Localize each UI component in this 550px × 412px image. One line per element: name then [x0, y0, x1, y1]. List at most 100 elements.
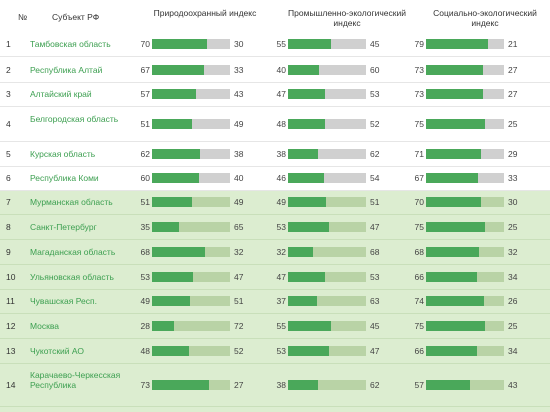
header-name: Субъект РФ	[52, 12, 100, 22]
table-row: 9 Магаданская область 68 32 32 68 68 32	[0, 240, 550, 265]
header-index1: Природоохранный индекс	[153, 8, 257, 18]
bar-track	[152, 39, 230, 49]
region-name[interactable]: Чувашская Респ.	[30, 296, 97, 306]
index-bar-1: 57 43	[136, 89, 254, 99]
bar-track	[426, 39, 504, 49]
region-name[interactable]: Республика Коми	[30, 173, 99, 183]
index-value-left: 48	[276, 119, 286, 129]
bar-fill	[152, 247, 206, 257]
index-value-right: 33	[234, 65, 244, 75]
bar-track	[288, 346, 366, 356]
bar-fill	[152, 321, 174, 331]
index-bar-2: 32 68	[272, 247, 390, 257]
table-row: 13 Чукотский АО 48 52 53 47 66 34	[0, 339, 550, 364]
index-bar-1: 73 27	[136, 380, 254, 390]
index-bar-3: 75 25	[410, 321, 528, 331]
bar-fill	[152, 197, 192, 207]
index-value-left: 79	[414, 39, 424, 49]
region-name[interactable]: Магаданская область	[30, 247, 116, 257]
region-name[interactable]: Курская область	[30, 149, 96, 159]
index-value-right: 52	[234, 346, 244, 356]
region-name[interactable]: Белгородская область	[30, 114, 119, 124]
bar-track	[426, 173, 504, 183]
row-number: 2	[6, 65, 11, 75]
index-value-left: 37	[276, 296, 286, 306]
index-value-right: 27	[508, 65, 518, 75]
index-value-right: 45	[370, 321, 380, 331]
bar-fill	[426, 380, 471, 390]
bar-track	[288, 89, 366, 99]
index-bar-2: 46 54	[272, 173, 390, 183]
bar-track	[152, 321, 230, 331]
region-name[interactable]: Алтайский край	[30, 89, 92, 99]
index-bar-3: 79 21	[410, 39, 528, 49]
index-bar-3: 71 29	[410, 149, 528, 159]
index-bar-3: 68 32	[410, 247, 528, 257]
index-value-left: 67	[414, 173, 424, 183]
bar-fill	[152, 89, 197, 99]
index-value-right: 65	[234, 222, 244, 232]
bar-fill	[152, 346, 190, 356]
bar-track	[426, 247, 504, 257]
index-value-left: 46	[276, 173, 286, 183]
row-number: 7	[6, 197, 11, 207]
region-name[interactable]: Чукотский АО	[30, 346, 84, 356]
index-value-left: 70	[414, 197, 424, 207]
bar-track	[288, 321, 366, 331]
bar-track	[288, 222, 366, 232]
index-value-right: 63	[370, 296, 380, 306]
index-value-right: 47	[234, 272, 244, 282]
region-name[interactable]: Санкт-Петербург	[30, 222, 97, 232]
bar-track	[288, 247, 366, 257]
bar-track	[152, 346, 230, 356]
index-value-left: 66	[414, 346, 424, 356]
index-value-left: 32	[276, 247, 286, 257]
index-bar-3: 73 27	[410, 65, 528, 75]
index-bar-1: 48 52	[136, 346, 254, 356]
region-name[interactable]: Мурманская область	[30, 197, 113, 207]
region-name[interactable]: Тамбовская область	[30, 39, 111, 49]
index-bar-2: 38 62	[272, 380, 390, 390]
bar-fill	[426, 39, 488, 49]
index-value-left: 35	[140, 222, 150, 232]
table-row: 2 Республика Алтай 67 33 40 60 73 27	[0, 58, 550, 83]
index-value-right: 49	[234, 119, 244, 129]
bar-track	[288, 380, 366, 390]
bar-fill	[288, 247, 313, 257]
table-row: 11 Чувашская Респ. 49 51 37 63 74 26	[0, 289, 550, 314]
bar-track	[426, 119, 504, 129]
bar-fill	[288, 89, 325, 99]
region-name[interactable]: Ульяновская область	[30, 272, 114, 282]
region-name[interactable]: Москва	[30, 321, 60, 331]
index-value-right: 32	[234, 247, 244, 257]
index-bar-3: 67 33	[410, 173, 528, 183]
table-row: 4 Белгородская область 51 49 48 52 75 25	[0, 107, 550, 142]
index-bar-3: 73 27	[410, 89, 528, 99]
region-name[interactable]: Республика Алтай	[30, 65, 103, 75]
row-number: 13	[6, 346, 16, 356]
index-value-left: 40	[276, 65, 286, 75]
region-name[interactable]: Карачаево-Черкесская Республика	[30, 370, 121, 390]
bar-fill	[152, 149, 201, 159]
index-bar-1: 67 33	[136, 65, 254, 75]
bar-fill	[288, 119, 326, 129]
index-value-left: 47	[276, 272, 286, 282]
bar-fill	[426, 272, 478, 282]
bar-fill	[152, 222, 180, 232]
bar-track	[152, 296, 230, 306]
table-row: 6 Республика Коми 60 40 46 54 67 33	[0, 166, 550, 191]
bar-fill	[426, 89, 483, 99]
index-value-left: 67	[140, 65, 150, 75]
index-value-right: 43	[234, 89, 244, 99]
index-value-left: 48	[140, 346, 150, 356]
index-value-left: 73	[414, 65, 424, 75]
index-bar-3: 66 34	[410, 272, 528, 282]
index-value-right: 54	[370, 173, 380, 183]
index-value-left: 51	[140, 119, 150, 129]
index-value-right: 68	[370, 247, 380, 257]
bar-track	[288, 39, 366, 49]
index-value-left: 47	[276, 89, 286, 99]
index-bar-1: 51 49	[136, 119, 254, 129]
bar-fill	[288, 222, 330, 232]
index-value-right: 53	[370, 272, 380, 282]
